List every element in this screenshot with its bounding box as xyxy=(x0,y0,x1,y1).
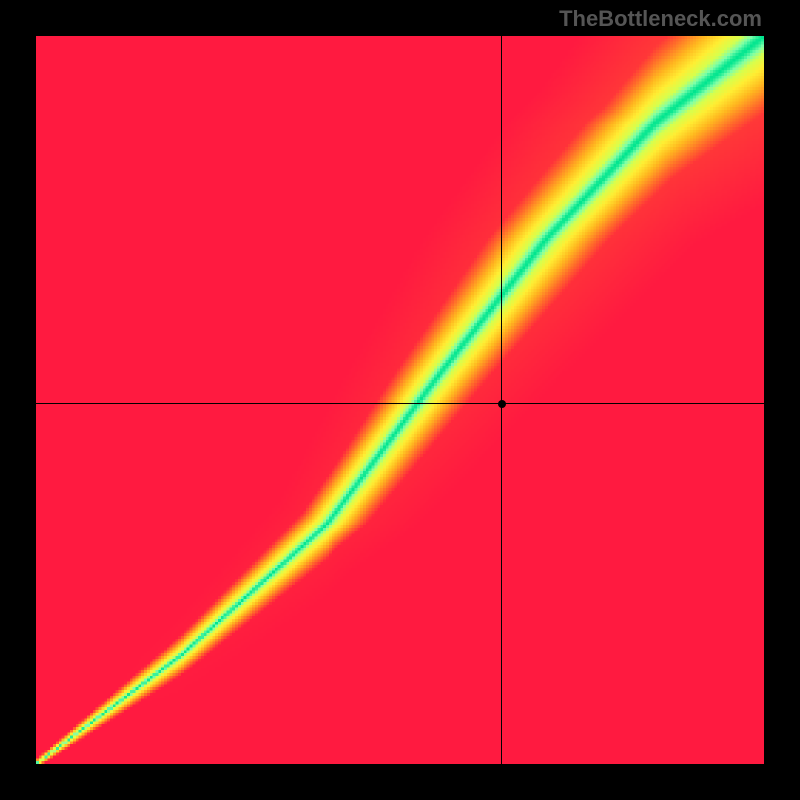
watermark-text: TheBottleneck.com xyxy=(559,6,762,32)
crosshair-marker xyxy=(498,400,506,408)
chart-container: TheBottleneck.com xyxy=(0,0,800,800)
crosshair-horizontal-line xyxy=(36,403,764,404)
bottleneck-heatmap xyxy=(36,36,764,764)
